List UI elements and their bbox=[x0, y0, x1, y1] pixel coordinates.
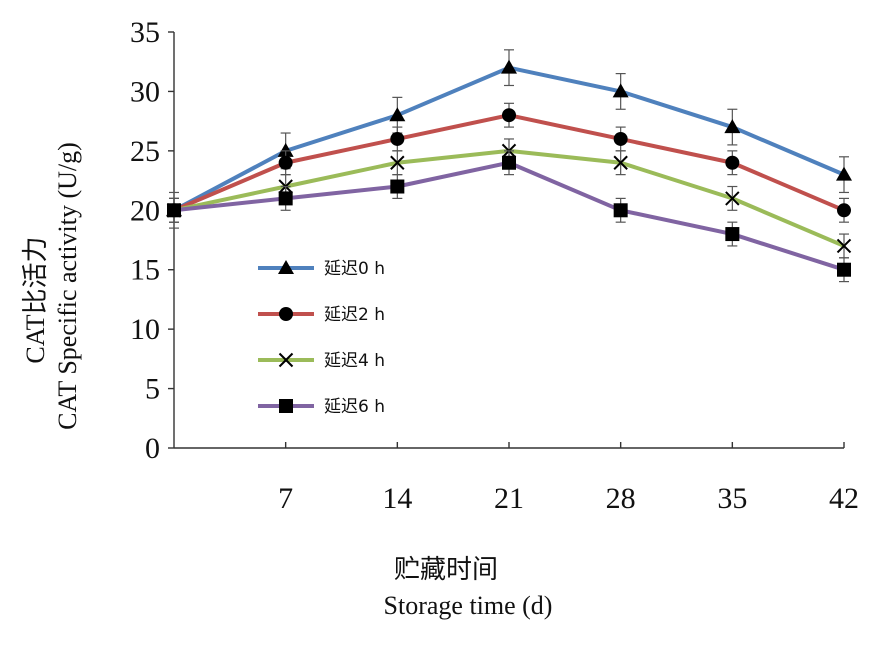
y-tick-label: 10 bbox=[130, 313, 160, 346]
data-point bbox=[278, 191, 293, 206]
data-point bbox=[613, 131, 628, 146]
data-point bbox=[612, 83, 629, 98]
legend-marker bbox=[278, 260, 294, 274]
y-tick-label: 0 bbox=[145, 432, 160, 465]
data-point bbox=[613, 155, 628, 170]
axes bbox=[168, 31, 845, 449]
legend-item: 延迟6 h bbox=[258, 397, 385, 417]
legend: 延迟0 h 延迟2 h 延迟4 h 延迟6 h bbox=[258, 259, 385, 417]
data-point bbox=[725, 155, 740, 170]
data-point bbox=[277, 142, 294, 157]
data-point bbox=[613, 203, 628, 218]
legend-label: 延迟6 h bbox=[324, 397, 385, 417]
x-tick-label: 7 bbox=[278, 482, 293, 515]
x-tick-label: 35 bbox=[717, 482, 747, 515]
series-3 bbox=[167, 150, 851, 283]
legend-marker bbox=[278, 352, 294, 368]
x-tick-label: 21 bbox=[494, 482, 524, 515]
y-axis-label-en: CAT Specific activity (U/g) bbox=[53, 142, 82, 430]
y-tick-label: 35 bbox=[130, 16, 160, 49]
x-axis-label-cn: 贮藏时间 bbox=[394, 555, 498, 584]
data-point bbox=[389, 107, 406, 122]
legend-marker bbox=[279, 399, 293, 413]
legend-item: 延迟0 h bbox=[258, 259, 385, 279]
data-point bbox=[836, 166, 852, 181]
legend-label: 延迟0 h bbox=[324, 259, 385, 279]
data-point bbox=[502, 108, 516, 123]
data-point bbox=[724, 119, 741, 134]
tick-labels: 0 5 10 15 20 25 30 35 7 14 21 28 35 42 bbox=[130, 16, 859, 515]
x-tick-label: 42 bbox=[829, 482, 859, 515]
data-point bbox=[167, 203, 181, 218]
y-tick-label: 5 bbox=[145, 373, 160, 406]
data-point bbox=[278, 155, 293, 170]
legend-item: 延迟4 h bbox=[258, 351, 385, 371]
legend-marker bbox=[279, 307, 293, 321]
y-tick-label: 20 bbox=[130, 194, 160, 227]
data-point bbox=[501, 59, 517, 74]
y-tick-label: 30 bbox=[130, 75, 160, 108]
data-point bbox=[390, 155, 405, 170]
data-point bbox=[390, 179, 405, 194]
data-point bbox=[725, 191, 740, 206]
data-point bbox=[837, 203, 851, 218]
y-tick-label: 25 bbox=[130, 135, 160, 168]
legend-item: 延迟2 h bbox=[258, 305, 385, 325]
x-axis-label-en: Storage time (d) bbox=[384, 591, 553, 620]
data-point bbox=[837, 262, 851, 277]
y-tick-label: 15 bbox=[130, 254, 160, 287]
data-point bbox=[725, 227, 740, 242]
y-axis-label-cn: CAT比活力 bbox=[21, 236, 50, 363]
series-line bbox=[173, 160, 845, 272]
series-group bbox=[166, 49, 852, 283]
legend-label: 延迟2 h bbox=[324, 305, 385, 325]
legend-label: 延迟4 h bbox=[324, 351, 385, 371]
data-point bbox=[502, 155, 516, 170]
data-point bbox=[390, 131, 405, 146]
x-tick-label: 28 bbox=[606, 482, 636, 515]
data-point bbox=[836, 238, 852, 254]
x-tick-label: 14 bbox=[382, 482, 412, 515]
